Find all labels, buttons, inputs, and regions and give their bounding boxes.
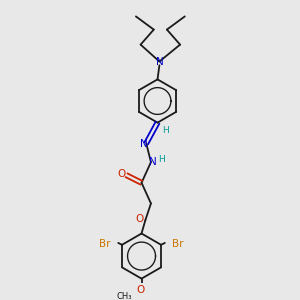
Text: Br: Br	[99, 239, 111, 249]
Text: CH₃: CH₃	[117, 292, 132, 300]
Text: O: O	[118, 169, 126, 179]
Text: N: N	[140, 139, 148, 149]
Text: N: N	[155, 56, 163, 67]
Text: Br: Br	[172, 239, 184, 249]
Text: O: O	[136, 285, 145, 295]
Text: H: H	[158, 155, 165, 164]
Text: N: N	[149, 157, 157, 167]
Text: O: O	[136, 214, 144, 224]
Text: H: H	[163, 126, 170, 135]
